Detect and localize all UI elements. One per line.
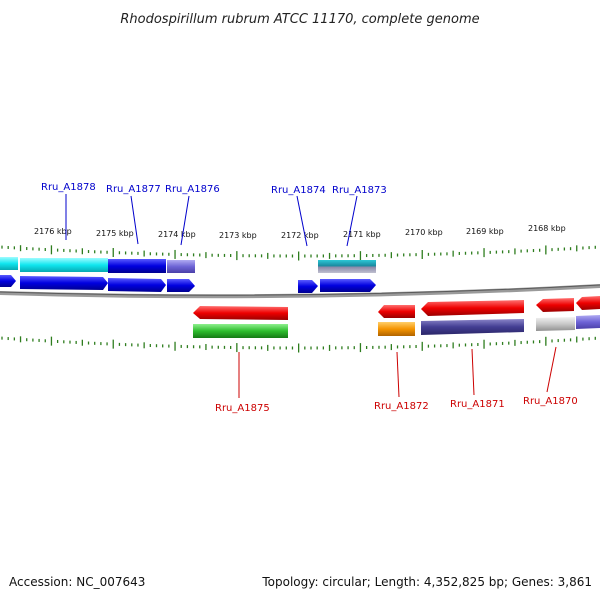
- scale-label: 2169 kbp: [466, 227, 504, 236]
- scale-label: 2175 kbp: [96, 229, 134, 238]
- gene-label[interactable]: Rru_A1878: [41, 182, 96, 193]
- gene-arrow[interactable]: [108, 278, 166, 292]
- reverse-gene-labels: Rru_A1875 Rru_A1872 Rru_A1871 Rru_A1870: [215, 346, 578, 414]
- gene-bar[interactable]: [378, 322, 415, 336]
- gene-label[interactable]: Rru_A1871: [450, 399, 505, 410]
- gene-bar[interactable]: [421, 319, 524, 335]
- gene-bar[interactable]: [193, 324, 288, 338]
- gene-arrow[interactable]: [536, 298, 574, 312]
- gene-label[interactable]: Rru_A1873: [332, 185, 387, 196]
- gene-bar[interactable]: [108, 259, 166, 273]
- gene-label[interactable]: Rru_A1875: [215, 403, 270, 414]
- leader-line: [130, 195, 139, 245]
- scale-label: 2174 kbp: [158, 230, 196, 239]
- gene-label[interactable]: Rru_A1876: [165, 184, 220, 195]
- gene-arrow[interactable]: [0, 275, 16, 287]
- gene-bar[interactable]: [167, 260, 195, 273]
- gene-arrow[interactable]: [167, 279, 195, 292]
- gene-arrow[interactable]: [20, 276, 108, 290]
- gene-bar[interactable]: [536, 317, 575, 331]
- gene-label[interactable]: Rru_A1877: [106, 184, 161, 195]
- leader-line: [546, 346, 557, 393]
- scale-ticks: [1, 245, 596, 353]
- map-title: Rhodospirillum rubrum ATCC 11170, comple…: [120, 12, 479, 27]
- gene-arrow[interactable]: [193, 306, 288, 320]
- gene-label[interactable]: Rru_A1870: [523, 396, 578, 407]
- gene-bar[interactable]: [576, 315, 600, 329]
- scale-label: 2171 kbp: [343, 230, 381, 239]
- gene-arrow[interactable]: [421, 300, 524, 316]
- forward-strand-upper: [0, 257, 376, 273]
- scale-label: 2172 kbp: [281, 231, 319, 240]
- forward-gene-labels: Rru_A1878 Rru_A1877 Rru_A1876 Rru_A1874 …: [41, 182, 387, 247]
- accession-text: Accession: NC_007643: [9, 575, 145, 589]
- leader-line: [296, 195, 308, 247]
- gene-label[interactable]: Rru_A1872: [374, 401, 429, 412]
- reverse-strand-lower: [193, 315, 600, 338]
- gene-arrow[interactable]: [378, 305, 415, 318]
- forward-strand-lower: [0, 275, 376, 293]
- gene-bar[interactable]: [0, 257, 18, 270]
- gene-label[interactable]: Rru_A1874: [271, 185, 326, 196]
- scale-label: 2168 kbp: [528, 224, 566, 233]
- scale-label: 2170 kbp: [405, 228, 443, 237]
- gene-arrow[interactable]: [576, 296, 600, 310]
- scale-label: 2176 kbp: [34, 227, 72, 236]
- gene-bar[interactable]: [318, 260, 376, 273]
- genome-summary-text: Topology: circular; Length: 4,352,825 bp…: [261, 575, 592, 589]
- leader-line: [346, 195, 358, 247]
- scale-label: 2173 kbp: [219, 231, 257, 240]
- gene-bar[interactable]: [20, 258, 108, 272]
- reverse-strand-upper: [193, 296, 600, 320]
- scale-labels: 2176 kbp 2175 kbp 2174 kbp 2173 kbp 2172…: [34, 224, 566, 240]
- gene-arrow[interactable]: [298, 280, 318, 293]
- genome-backbone: [0, 284, 600, 299]
- leader-line: [471, 348, 475, 396]
- gene-arrow[interactable]: [320, 279, 376, 292]
- leader-line: [180, 195, 190, 246]
- leader-line: [396, 351, 400, 398]
